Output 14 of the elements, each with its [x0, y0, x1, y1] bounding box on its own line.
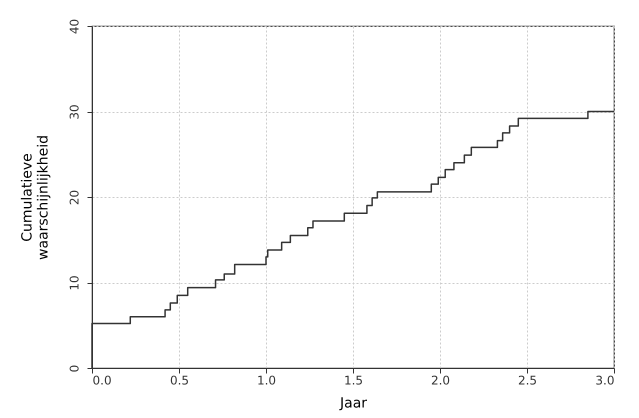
x-tick-label: 0.0 — [92, 374, 112, 388]
x-tick-label: 1.0 — [256, 374, 276, 388]
x-tick-label: 3.0 — [595, 374, 614, 388]
x-axis-title: Jaar — [338, 396, 368, 412]
x-tick-label: 1.5 — [344, 374, 364, 388]
x-tick-label: 2.0 — [430, 374, 450, 388]
y-tick-label: 30 — [68, 104, 82, 120]
x-tick-label: 2.5 — [518, 374, 538, 388]
y-tick-label: 10 — [68, 275, 82, 291]
y-axis-title: Cumulatieve waarschijnlijkheid — [20, 135, 52, 260]
x-tick-label: 0.5 — [170, 374, 190, 388]
y-tick-label: 40 — [68, 18, 82, 34]
y-tick-label: 20 — [68, 190, 82, 206]
y-tick-label: 0 — [68, 364, 82, 372]
